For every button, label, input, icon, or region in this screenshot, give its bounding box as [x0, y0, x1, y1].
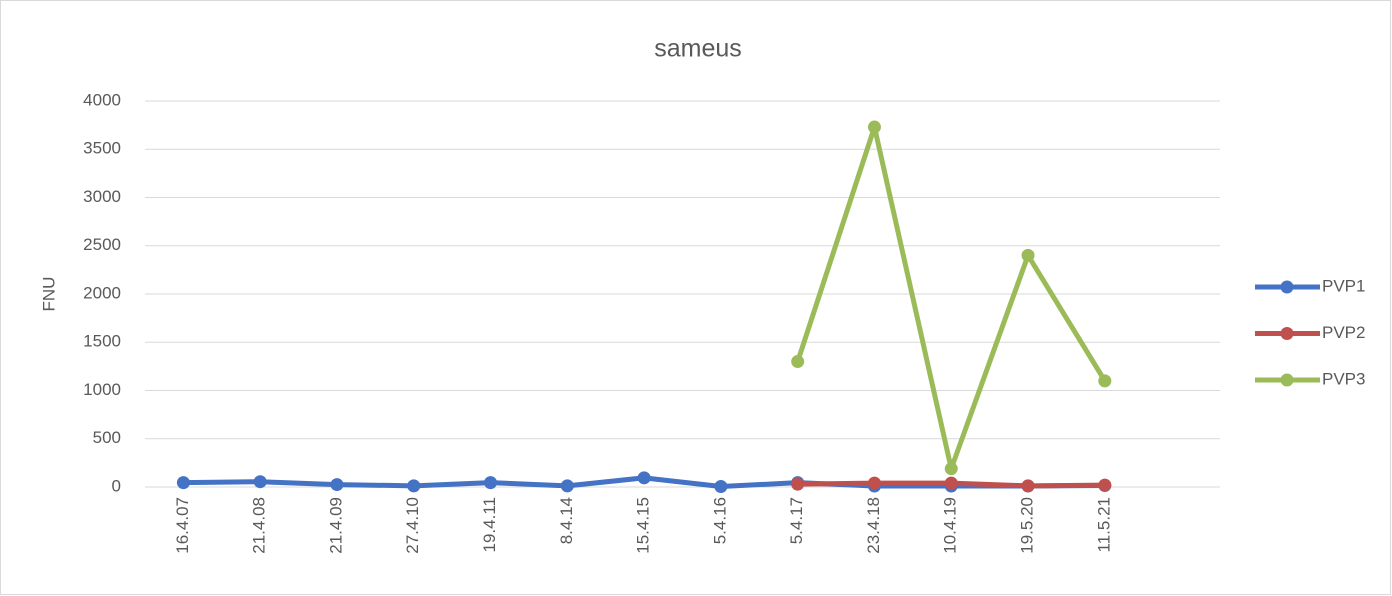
y-tick-label: 2500: [83, 235, 121, 254]
y-tick-label: 1000: [83, 380, 121, 399]
series-marker: [791, 477, 805, 491]
legend-label: PVP2: [1322, 323, 1365, 342]
series-marker: [1098, 374, 1112, 388]
series-marker: [407, 479, 421, 493]
series-marker: [944, 476, 958, 490]
x-tick-label: 19.5.20: [1018, 497, 1037, 554]
y-axis-label: FNU: [39, 277, 58, 312]
x-tick-label: 15.4.15: [634, 497, 653, 554]
series-marker: [253, 475, 267, 489]
x-tick-label: 5.4.17: [787, 497, 806, 544]
x-tick-label: 11.5.21: [1094, 497, 1113, 552]
series-marker: [714, 480, 728, 494]
legend-marker: [1280, 373, 1294, 387]
y-tick-label: 500: [93, 428, 121, 447]
x-tick-label: 23.4.18: [864, 497, 883, 554]
legend-marker: [1280, 327, 1294, 340]
x-tick-label: 5.4.16: [710, 497, 729, 544]
legend-marker: [1280, 280, 1294, 294]
series-marker: [944, 462, 958, 476]
series-marker: [1021, 248, 1035, 262]
x-tick-label: 21.4.08: [250, 497, 269, 554]
series-marker: [484, 476, 498, 490]
series-marker: [176, 476, 190, 490]
y-tick-label: 2000: [83, 283, 121, 302]
series-marker: [330, 478, 344, 492]
series-marker: [1021, 479, 1035, 493]
x-tick-label: 21.4.09: [326, 497, 345, 554]
series-marker: [1098, 478, 1112, 492]
series-marker: [867, 476, 881, 490]
y-tick-label: 1500: [83, 332, 121, 351]
x-tick-label: 10.4.19: [941, 497, 960, 554]
y-tick-label: 0: [112, 476, 121, 495]
chart-title: sameus: [654, 35, 742, 63]
legend-label: PVP1: [1322, 276, 1365, 295]
y-tick-label: 3500: [83, 139, 121, 158]
series-marker: [560, 479, 574, 493]
y-tick-label: 4000: [83, 90, 121, 109]
x-tick-label: 8.4.14: [557, 497, 576, 544]
y-tick-label: 3000: [83, 187, 121, 206]
x-tick-label: 19.4.11: [480, 497, 499, 552]
legend-label: PVP3: [1322, 369, 1365, 388]
series-marker: [791, 355, 805, 369]
x-tick-label: 16.4.07: [173, 497, 192, 554]
series-marker: [637, 471, 651, 485]
x-tick-label: 27.4.10: [403, 497, 422, 554]
series-marker: [867, 120, 881, 134]
